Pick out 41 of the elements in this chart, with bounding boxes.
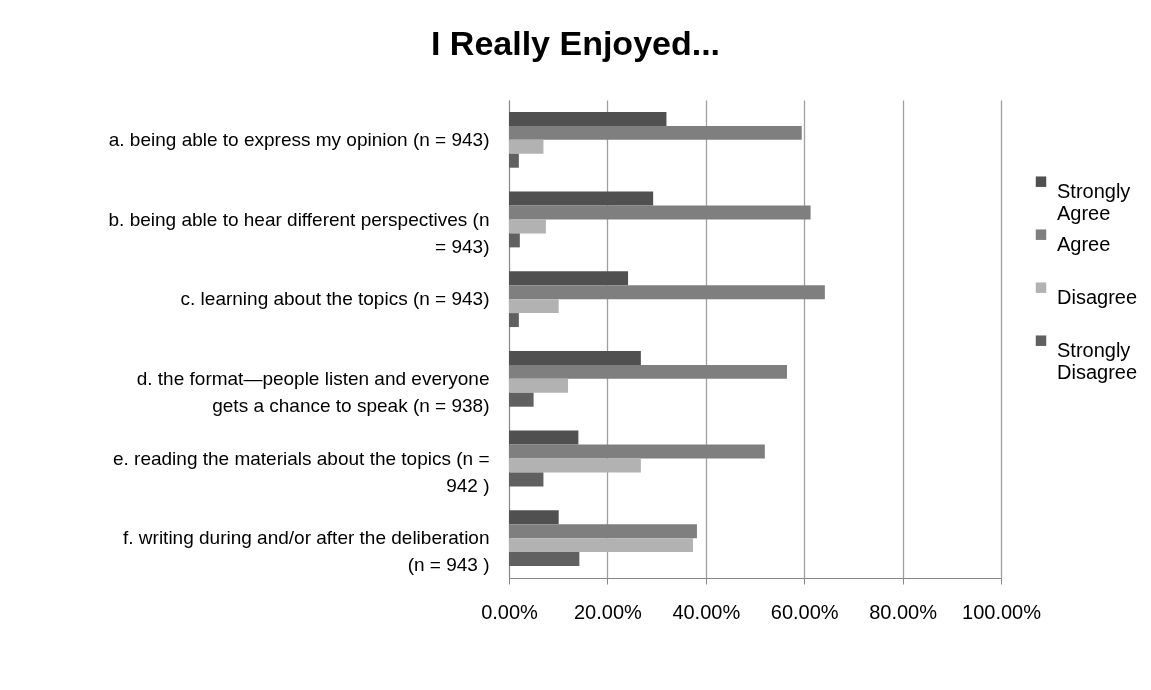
chart-title: I Really Enjoyed... [430,24,721,62]
bar [509,139,544,154]
bar [509,430,579,445]
legend-label: Disagree [1057,285,1138,308]
bar [509,219,546,234]
x-tick-label: 80.00% [869,600,938,623]
bar [509,299,559,314]
bar [509,111,667,126]
y-tick-label: f. writing during and/or after the deliberation (n = 943 ) [123,527,490,576]
legend-label: Agree [1057,232,1111,255]
bar [509,313,519,328]
bar [509,444,765,459]
x-tick-label: 60.00% [770,600,839,623]
bar [509,458,641,473]
bar [509,364,787,379]
y-tick-label: a. being able to express my opinion (n = 943) [108,128,490,150]
legend-label: Strongly Agree [1057,179,1131,224]
bar [509,153,519,168]
x-tick-label: 100.00% [962,600,1042,623]
x-tick-label: 20.00% [573,600,643,623]
x-tick-label: 40.00% [672,600,741,623]
bar [509,233,520,248]
x-tick-label: 0.00% [481,600,539,623]
bar [509,524,697,539]
bar [509,472,544,487]
legend-label: Strongly Disagree [1057,338,1138,383]
y-tick-label: e. reading the materials about the topics (n = 942 ) [112,447,490,496]
bar [509,378,569,393]
bar [509,510,559,525]
y-tick-label: c. learning about the topics (n = 943) [180,288,490,310]
bar [509,552,580,567]
bar [509,285,825,300]
y-tick-label: b. being able to hear different perspectives (n = 943) [108,208,490,257]
bar [509,538,694,553]
bar [509,125,802,140]
bar [509,392,534,407]
y-tick-label: d. the format—people listen and everyone gets a chance to speak (n = 938) [136,367,490,416]
bar [509,205,811,220]
bar [509,271,629,286]
bar [509,191,654,206]
bar [509,350,641,365]
